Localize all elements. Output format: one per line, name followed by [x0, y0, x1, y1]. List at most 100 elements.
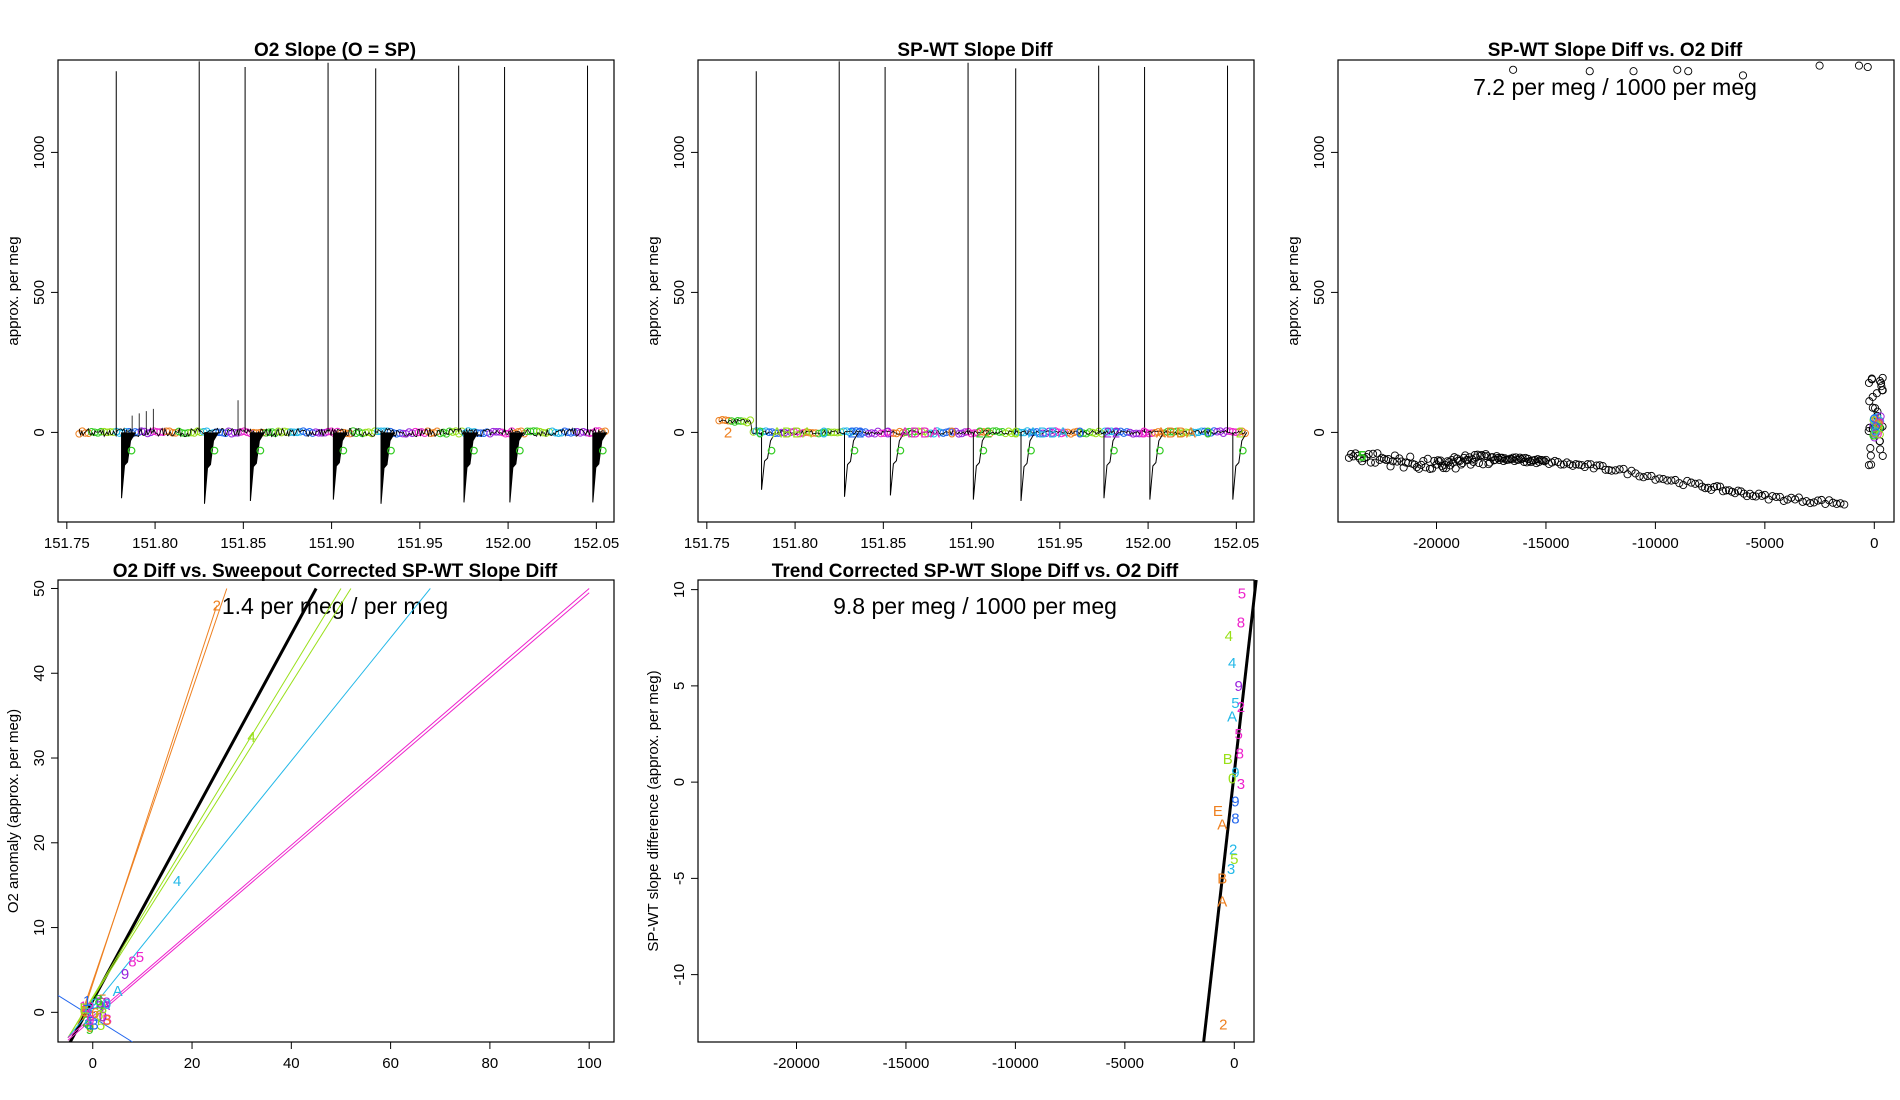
p2-point-label: 2: [1236, 424, 1244, 441]
p3-data-point: [1388, 457, 1397, 466]
p2-point-label: 22: [848, 424, 865, 441]
p1-trough-point: [210, 446, 219, 455]
p5-xtick-label: -10000: [992, 1055, 1039, 1072]
p3-xtick-label: -15000: [1523, 535, 1570, 552]
p5-point-label: 2: [1229, 842, 1237, 859]
p3-data-point: [1451, 464, 1460, 473]
p3-data-point: [1836, 499, 1845, 508]
p2-trough-point: [1110, 446, 1118, 455]
p4-cluster-glyph: 3: [84, 1016, 92, 1033]
p2-point-label: 0: [1012, 424, 1020, 441]
p3-cluster-point: [1878, 373, 1887, 382]
p3-data-point: [1643, 471, 1652, 481]
p5-point-label: B: [1217, 870, 1227, 887]
p5-point-label: 2: [1237, 699, 1245, 716]
p2-trough: [1149, 432, 1165, 500]
p3-xtick-label: -10000: [1632, 535, 1679, 552]
p3-cluster-point: [1871, 404, 1880, 413]
p1-xtick-label: 152.00: [485, 535, 531, 552]
p4-cluster-glyph: 6: [91, 1005, 99, 1022]
p3-data-point: [1683, 476, 1692, 486]
p1-trace: [78, 426, 606, 438]
p4-point-label: 5: [99, 992, 107, 1009]
p3-outlier-point: [1509, 65, 1518, 74]
p3-data-point: [1410, 460, 1419, 469]
p3-outlier-point: [1738, 71, 1748, 80]
p1-ytick-label: 0: [31, 428, 48, 436]
p3-data-point: [1675, 479, 1684, 488]
p4-cluster-glyph: 9: [91, 996, 99, 1013]
p4-fit-line: [77, 605, 218, 1030]
p3-data-point: [1840, 500, 1849, 509]
panel-sp-wt-slope-diff: SP-WT Slope Diff approx. per meg 151.75 1…: [645, 40, 1259, 552]
p3-data-point: [1716, 482, 1725, 491]
p3-data-point: [1627, 466, 1636, 475]
p2-xtick-label: 151.75: [684, 535, 730, 552]
p3-data-point: [1592, 461, 1601, 470]
panel-sp-wt-vs-o2: SP-WT Slope Diff vs. O2 Diff approx. per…: [1285, 40, 1895, 552]
p4-point-label: 4: [173, 873, 181, 890]
p4-ytick-label: 30: [31, 750, 48, 767]
p5-point-label: A: [1217, 893, 1227, 910]
p3-cluster-point: [1866, 451, 1875, 460]
p4-cluster-glyph: 3: [99, 1000, 107, 1017]
p4-cluster-glyph: 8: [84, 1001, 92, 1018]
p3-cluster-point: [1877, 379, 1886, 388]
p3-outlier-point: [1854, 61, 1864, 70]
p4-ytick-label: 50: [31, 580, 48, 597]
p1-trough-point: [387, 446, 395, 455]
p4-fit-line: [67, 592, 590, 1041]
p4-cluster-glyph: 4: [96, 998, 104, 1015]
p1-trough-point: [515, 446, 524, 455]
p3-colored-point: [1870, 428, 1879, 437]
p4-xtick-label: 80: [482, 1055, 499, 1072]
panel4-annotation: 1.4 per meg / per meg: [222, 593, 448, 619]
p3-data-point: [1518, 454, 1527, 463]
p3-outlier-point: [1629, 67, 1638, 76]
p2-trough-point: [1155, 446, 1164, 455]
p3-data-point: [1655, 474, 1664, 483]
p1-xtick-label: 151.95: [397, 535, 443, 552]
p4-cluster-glyph: 0: [99, 1008, 107, 1025]
p3-data-point: [1713, 482, 1722, 491]
p4-cluster-glyph: 3: [103, 1012, 111, 1029]
p2-point-label: ABBA: [900, 424, 940, 441]
p3-data-point: [1772, 492, 1781, 501]
p5-xtick-label: -5000: [1106, 1055, 1144, 1072]
p5-point-label: E: [1213, 803, 1223, 820]
p4-cluster-glyph: 1: [79, 998, 87, 1015]
p3-colored-point: [1871, 422, 1880, 431]
p3-data-point: [1421, 463, 1430, 472]
p5-point-label: 9: [1235, 678, 1243, 695]
p1-ytick-label: 1000: [31, 136, 48, 169]
p5-point-label: 4: [1228, 655, 1236, 672]
p5-point-label: 0: [1228, 770, 1236, 787]
panel-o2-slope: O2 Slope (O = SP) approx. per meg 151.75…: [5, 40, 619, 552]
p3-data-point: [1721, 486, 1731, 495]
panel4-title: O2 Diff vs. Sweepout Corrected SP-WT Slo…: [113, 561, 558, 582]
p4-cluster-glyph: 0: [86, 1019, 94, 1036]
panel1-title: O2 Slope (O = SP): [254, 40, 416, 61]
p1-xtick-label: 151.75: [44, 535, 90, 552]
p2-point-label: 0: [1204, 424, 1212, 441]
p2-trace: [719, 418, 1246, 436]
panel4-ylabel: O2 anomaly (approx. per meg): [5, 709, 22, 913]
panel5-frame: [697, 579, 1255, 1043]
p3-data-point: [1619, 464, 1628, 474]
p4-cluster-glyph: B: [102, 1011, 112, 1028]
p3-data-point: [1457, 460, 1466, 469]
p3-data-point: [1798, 497, 1807, 506]
panel5-title: Trend Corrected SP-WT Slope Diff vs. O2 …: [772, 561, 1179, 582]
p2-trough-point: [767, 446, 776, 455]
p2-point-label: 0: [820, 424, 828, 441]
p4-cluster-glyph: 2: [82, 1014, 90, 1031]
p4-xtick-label: 60: [382, 1055, 399, 1072]
p1-trough-point: [598, 446, 607, 455]
p3-data-point: [1607, 466, 1616, 475]
p4-point-label: 5: [136, 949, 144, 966]
p3-data-point: [1701, 484, 1710, 493]
p4-fit-line: [67, 588, 342, 1039]
p3-data-point: [1459, 453, 1468, 462]
p3-data-point: [1791, 495, 1800, 504]
p3-data-point: [1707, 485, 1716, 494]
